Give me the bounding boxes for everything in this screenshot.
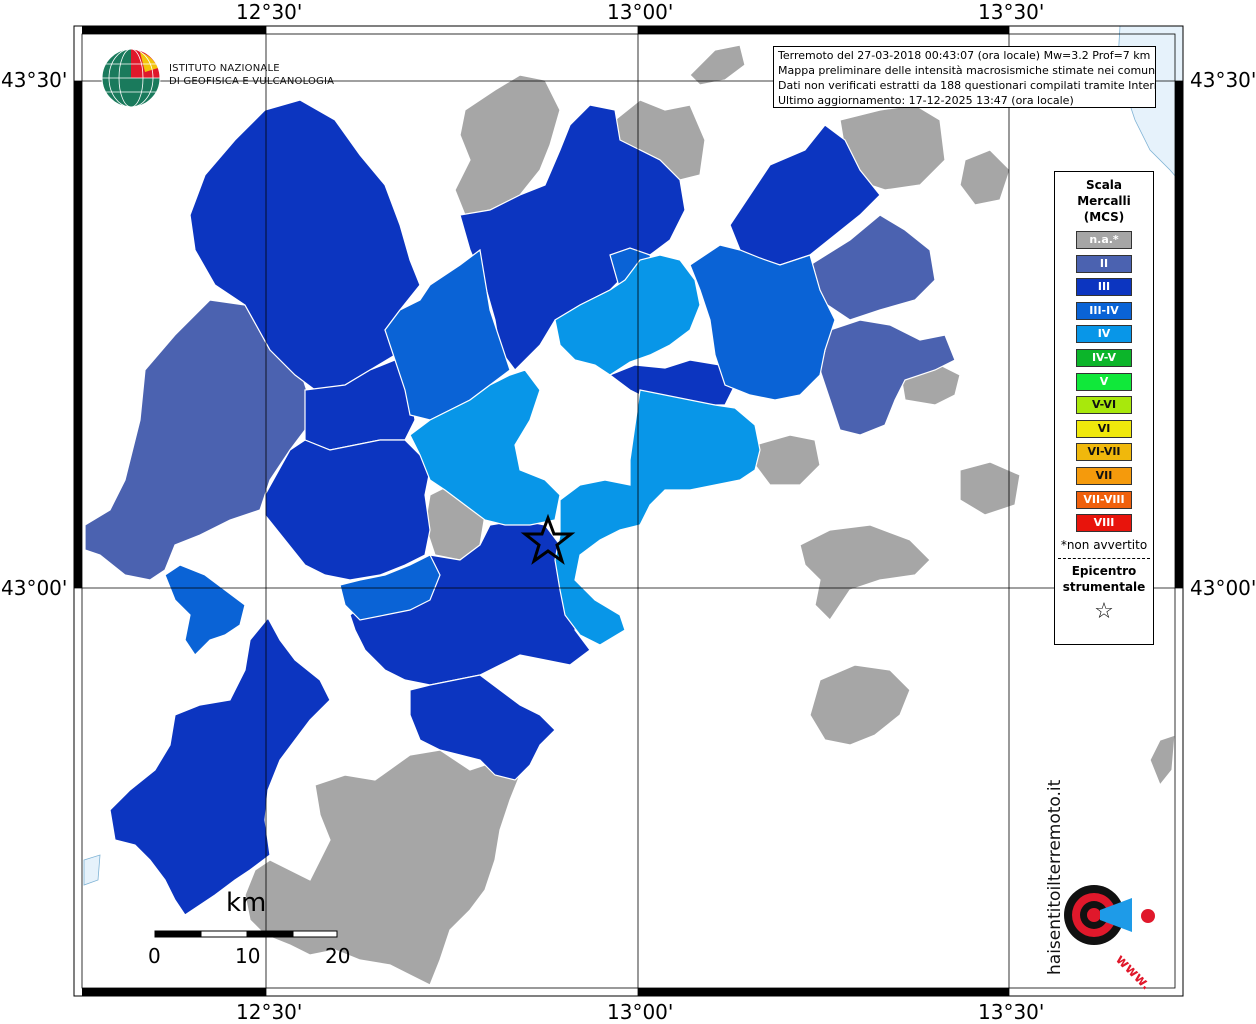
institute-name: ISTITUTO NAZIONALE DI GEOFISICA E VULCAN… (169, 62, 334, 88)
lat-label-left-4330: 43°30' (1, 68, 68, 92)
legend-swatch: VII (1076, 466, 1132, 485)
lon-label-top-1330: 13°30' (978, 0, 1045, 24)
scale-label-10: 10 (235, 944, 261, 968)
scale-label-0: 0 (148, 944, 161, 968)
legend-separator (1058, 557, 1150, 559)
legend-swatch: VI (1076, 419, 1132, 438)
event-info-line1: Terremoto del 27-03-2018 00:43:07 (ora l… (778, 49, 1151, 62)
lat-label-right-4330: 43°30' (1190, 68, 1256, 92)
legend-swatch: V (1076, 372, 1132, 391)
legend-epicenter-label: Epicentro strumentale (1055, 563, 1153, 595)
legend-items: n.a.* II III III-IV IV IV-V V V-VI VI VI-VII VII VI… (1055, 231, 1153, 533)
event-info-line3: Dati non verificati estratti da 188 ques… (778, 79, 1156, 92)
legend-swatch: III (1076, 278, 1132, 297)
event-info-box: Terremoto del 27-03-2018 00:43:07 (ora l… (773, 46, 1156, 108)
legend-note: *non avvertito (1060, 537, 1148, 552)
event-info-line4: Ultimo aggiornamento: 17-12-2025 13:47 (… (778, 94, 1074, 107)
legend-star-icon: ☆ (1094, 598, 1114, 624)
region-intensity-iii-iv (164, 244, 836, 656)
legend-swatch: VIII (1076, 514, 1132, 533)
legend-swatch: II (1076, 254, 1132, 273)
legend-swatch: VII-VIII (1076, 490, 1132, 509)
legend-swatch: IV-V (1076, 348, 1132, 367)
legend-swatch: n.a.* (1076, 231, 1132, 249)
institute-name-line2: DI GEOFISICA E VULCANOLOGIA (169, 76, 335, 87)
watermark-logo-icon (1064, 885, 1155, 945)
lon-label-bottom-1300: 13°00' (607, 1000, 674, 1024)
region-intensity-ii (84, 214, 956, 581)
legend-epicenter-line2: strumentale (1062, 579, 1146, 594)
legend-swatch: III-IV (1076, 301, 1132, 320)
event-info-line2: Mappa preliminare delle intensità macros… (778, 64, 1156, 77)
legend-swatch: VI-VII (1076, 443, 1132, 462)
legend-epicenter-line1: Epicentro (1071, 563, 1137, 578)
epicenter-star (520, 513, 576, 565)
lat-label-right-4300: 43°00' (1190, 576, 1256, 600)
watermark-text: haisentitoilterremoto.it (1045, 779, 1065, 975)
mcs-legend: Scala Mercalli (MCS) n.a.* II III III-IV IV I… (1054, 171, 1154, 645)
frame-ticks (74, 26, 1183, 996)
legend-swatch: IV (1076, 325, 1132, 344)
lon-label-bottom-1230: 12°30' (236, 1000, 303, 1024)
lon-label-top-1300: 13°00' (607, 0, 674, 24)
institute-name-line1: ISTITUTO NAZIONALE (169, 63, 280, 74)
scale-unit: km (226, 888, 267, 918)
lon-label-top-1230: 12°30' (236, 0, 303, 24)
scale-bar (154, 930, 338, 938)
legend-title-line1: Scala (1085, 178, 1123, 192)
region-not-available (244, 44, 1176, 986)
region-intensity-iii (109, 99, 881, 916)
legend-title-line3: (MCS) (1083, 210, 1125, 224)
legend-title: Scala Mercalli (MCS) (1055, 177, 1153, 225)
scale-label-20: 20 (325, 944, 351, 968)
ingv-logo-icon (101, 48, 161, 108)
lon-label-bottom-1330: 13°30' (978, 1000, 1045, 1024)
lat-label-left-4300: 43°00' (1, 576, 68, 600)
legend-swatch: V-VI (1076, 396, 1132, 415)
legend-title-line2: Mercalli (1077, 194, 1131, 208)
region-intensity-iv (409, 254, 761, 646)
